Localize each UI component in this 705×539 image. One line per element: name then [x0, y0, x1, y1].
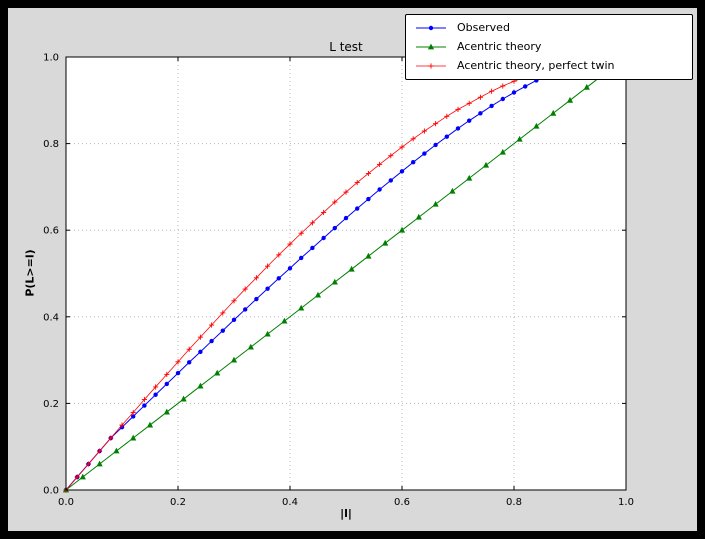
figure: 0.0 0.2 0.4 0.6 0.8 1.0 0.0 0.2 0.4 0.6 0.8 1.0 L t… [8, 8, 697, 531]
legend-row: Observed [414, 20, 682, 36]
legend-label: Observed [457, 21, 510, 34]
x-tick-label: 0.0 [58, 497, 74, 508]
x-tick-label: 0.8 [506, 497, 522, 508]
legend-swatch [416, 25, 446, 31]
y-axis-label: P(L>=l) [23, 249, 37, 297]
legend-swatch [416, 63, 446, 69]
y-tick-label: 0.4 [43, 312, 59, 323]
x-tick-label: 0.4 [282, 497, 298, 508]
legend-row: Acentric theory, perfect twin [414, 58, 682, 74]
y-tick-label: 0.2 [43, 399, 59, 410]
x-tick-label: 0.2 [170, 497, 186, 508]
y-tick-label: 0.6 [43, 226, 59, 237]
legend-label: Acentric theory, perfect twin [457, 59, 615, 72]
y-tick-label: 0.8 [43, 139, 59, 150]
plot-svg: 0.0 0.2 0.4 0.6 0.8 1.0 0.0 0.2 0.4 0.6 0.8 1.0 [43, 53, 634, 509]
x-tick-label: 1.0 [618, 497, 634, 508]
legend-label: Acentric theory [457, 40, 542, 53]
x-tick-label: 0.6 [394, 497, 410, 508]
x-axis-label: |l| [340, 507, 352, 520]
y-tick-label: 0.0 [43, 486, 59, 497]
legend-swatch [416, 43, 446, 50]
chart-title: L test [329, 40, 363, 54]
y-tick-label: 1.0 [43, 53, 59, 64]
legend-row: Acentric theory [414, 39, 682, 55]
legend: Observed Acentric theory Acentric theory… [405, 14, 693, 80]
